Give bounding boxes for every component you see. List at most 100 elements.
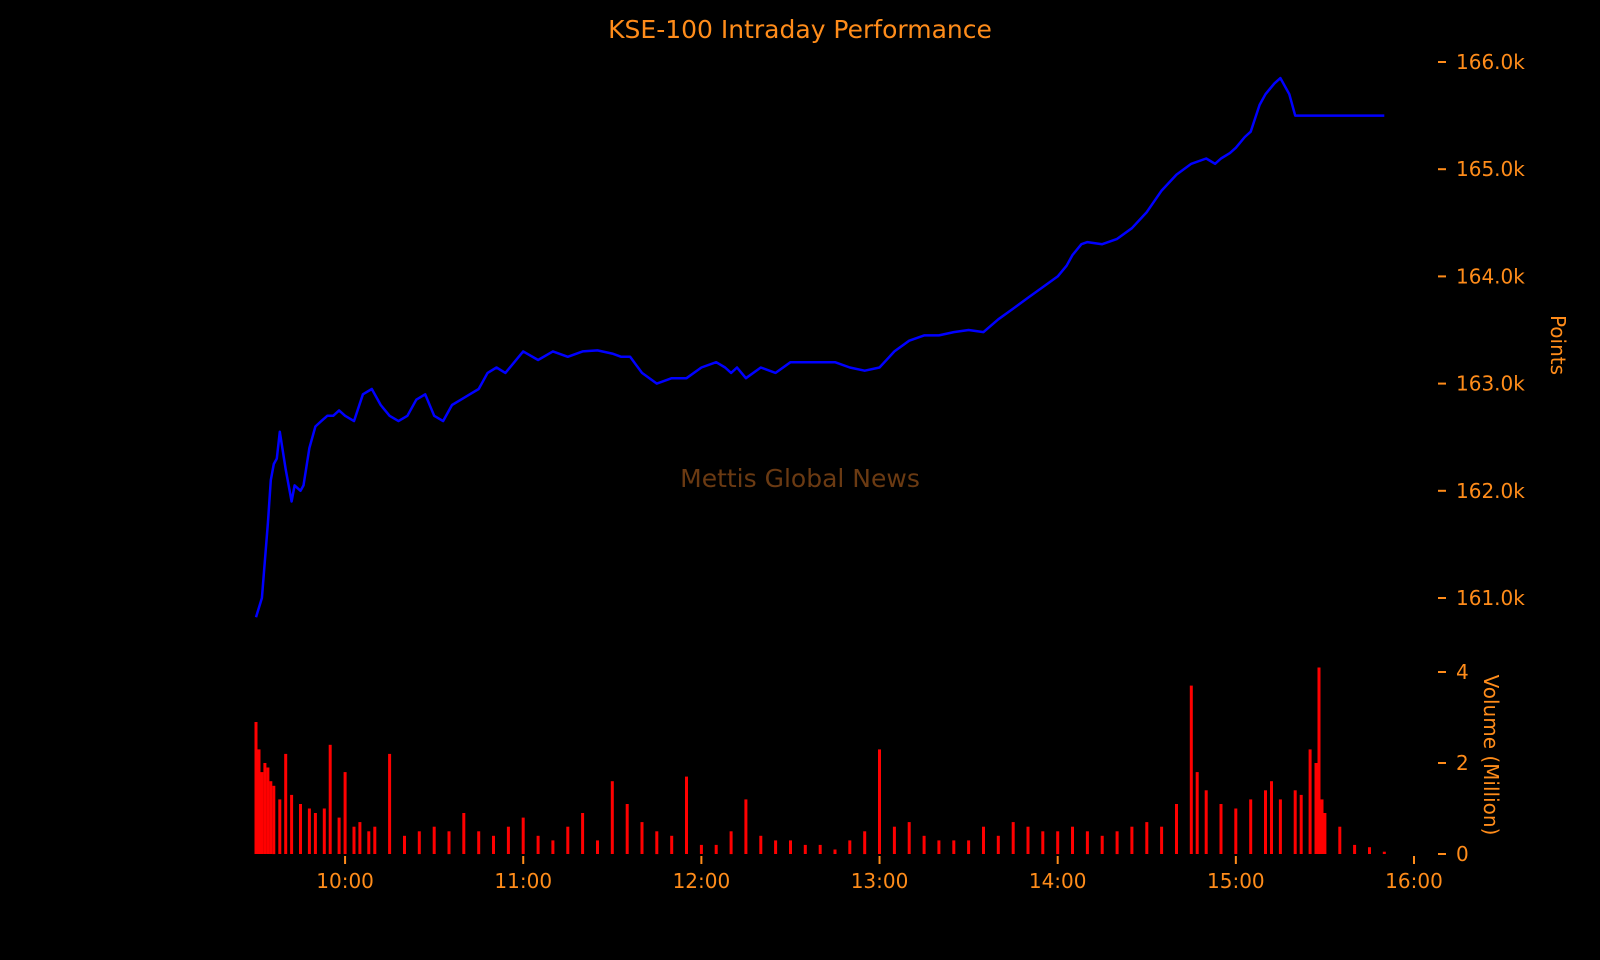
volume-bar [1056, 831, 1060, 855]
volume-bar [358, 822, 362, 854]
volume-bar [1100, 835, 1104, 854]
volume-bar [367, 831, 371, 855]
volume-bar [1323, 813, 1327, 854]
volume-bar [1145, 822, 1149, 854]
volume-bar [1234, 808, 1238, 854]
volume-bar [284, 753, 288, 854]
volume-bar [566, 826, 570, 854]
volume-tick-label: 4 [1456, 660, 1469, 684]
volume-bar [1368, 847, 1371, 854]
volume-bar [982, 826, 985, 854]
price-series-line [254, 76, 1385, 618]
volume-bar [1085, 831, 1089, 855]
volume-bar [1130, 826, 1134, 854]
volume-bar [328, 744, 332, 854]
volume-bar [506, 826, 510, 854]
price-tick-label: 166.0k [1456, 50, 1525, 74]
time-tick-label: 10:00 [316, 869, 374, 893]
price-tick-label: 164.0k [1456, 264, 1525, 288]
volume-bar [759, 835, 763, 854]
volume-bar [952, 840, 956, 854]
volume-bar [432, 826, 436, 854]
volume-bar [774, 840, 778, 854]
time-tick-label: 13:00 [851, 869, 909, 893]
time-tick-label: 16:00 [1385, 869, 1443, 893]
volume-bar [290, 794, 294, 854]
volume-bar [1189, 685, 1193, 854]
volume-bar [257, 749, 261, 854]
price-axis-ticks: 161.0k 162.0k 163.0k 164.0k 165.0k 166.0k [1438, 50, 1525, 610]
price-tick-label: 162.0k [1456, 479, 1525, 503]
time-tick-label: 14:00 [1029, 869, 1087, 893]
volume-bar [1314, 763, 1318, 854]
volume-bar [272, 785, 276, 855]
volume-bar [260, 772, 264, 854]
volume-bar [263, 763, 267, 854]
volume-bar [1270, 781, 1273, 854]
volume-bar [1264, 790, 1267, 854]
volume-bar [1175, 804, 1178, 854]
volume-bar [967, 840, 971, 854]
volume-bar [610, 781, 614, 854]
volume-bar [937, 840, 941, 854]
price-tick-label: 165.0k [1456, 157, 1525, 181]
time-axis-ticks: 10:00 11:00 12:00 13:00 14:00 15:00 16:00 [316, 856, 1443, 893]
volume-bar [863, 831, 867, 855]
volume-bar [625, 804, 629, 854]
volume-bar [685, 776, 688, 854]
volume-bar [1204, 790, 1208, 854]
volume-bar [269, 781, 273, 854]
volume-bar [254, 722, 258, 854]
volume-tick-label: 2 [1456, 751, 1469, 775]
volume-bar [1317, 667, 1321, 854]
volume-bar [833, 849, 837, 854]
volume-bar [278, 799, 282, 854]
volume-axis-label: Volume (Million) [1479, 675, 1503, 836]
volume-bar [1115, 831, 1119, 855]
volume-bars [254, 667, 1386, 855]
volume-bar [551, 840, 555, 854]
volume-bar [670, 835, 674, 854]
volume-bar [744, 799, 748, 854]
volume-bar [996, 835, 1000, 854]
volume-bar [388, 753, 392, 854]
volume-bar [1278, 799, 1282, 854]
volume-bar [462, 813, 466, 854]
chart-title: KSE-100 Intraday Performance [608, 15, 992, 44]
volume-bar [714, 844, 718, 854]
time-tick-label: 12:00 [673, 869, 731, 893]
watermark-text: Mettis Global News [680, 464, 920, 493]
price-line-group [254, 76, 1385, 618]
volume-bar [729, 831, 733, 855]
volume-bar [1219, 804, 1223, 854]
volume-bar [322, 808, 326, 854]
volume-bar [1011, 822, 1015, 854]
volume-bar [343, 772, 347, 854]
volume-bar [892, 826, 896, 854]
volume-bar [299, 804, 302, 854]
volume-bar [1338, 826, 1342, 854]
volume-bar [1382, 851, 1386, 854]
volume-bar [1299, 794, 1303, 854]
volume-bar [337, 817, 341, 854]
price-tick-label: 163.0k [1456, 372, 1525, 396]
volume-bar [1353, 844, 1357, 854]
volume-bar [536, 835, 540, 854]
volume-bar [640, 822, 644, 854]
volume-bar [1293, 790, 1297, 854]
volume-bar [1308, 749, 1312, 854]
price-tick-label: 161.0k [1456, 586, 1525, 610]
volume-bar [789, 840, 792, 854]
volume-bar [313, 813, 317, 854]
time-tick-label: 11:00 [494, 869, 552, 893]
volume-bar [848, 840, 852, 854]
volume-axis-ticks: 0 2 4 [1438, 660, 1469, 866]
volume-bar [581, 813, 585, 854]
volume-bar [1041, 831, 1045, 855]
volume-bar [417, 831, 421, 855]
volume-bar [477, 831, 481, 855]
volume-bar [922, 835, 926, 854]
volume-bar [521, 817, 525, 854]
